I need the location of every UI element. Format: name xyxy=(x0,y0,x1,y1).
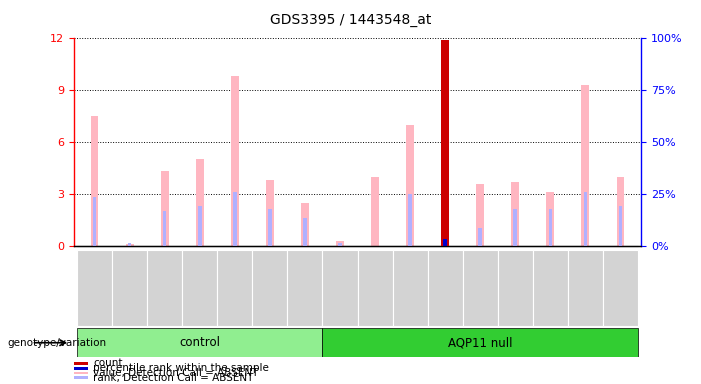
Text: GDS3395 / 1443548_at: GDS3395 / 1443548_at xyxy=(270,13,431,27)
Bar xyxy=(77,250,112,326)
Bar xyxy=(126,244,134,246)
Bar xyxy=(512,182,519,246)
Bar xyxy=(266,180,274,246)
Bar xyxy=(322,328,638,357)
Bar xyxy=(231,76,238,246)
Text: AQP11 null: AQP11 null xyxy=(448,336,512,349)
Bar xyxy=(603,250,638,326)
Bar xyxy=(463,250,498,326)
Bar xyxy=(549,210,552,246)
Bar xyxy=(478,228,482,246)
Bar xyxy=(582,85,590,246)
Bar xyxy=(77,328,322,357)
Bar xyxy=(182,250,217,326)
Bar xyxy=(514,210,517,246)
Bar xyxy=(619,206,622,246)
Bar xyxy=(336,240,344,246)
Bar xyxy=(217,250,252,326)
Bar xyxy=(147,250,182,326)
Bar xyxy=(112,250,147,326)
Bar xyxy=(93,197,97,246)
Bar xyxy=(407,125,414,246)
Bar xyxy=(477,184,484,246)
Text: genotype/variation: genotype/variation xyxy=(7,338,106,348)
Bar xyxy=(198,206,202,246)
Bar xyxy=(428,250,463,326)
Text: control: control xyxy=(179,336,220,349)
Bar xyxy=(444,239,447,246)
Bar xyxy=(322,250,358,326)
Bar xyxy=(442,40,449,246)
Text: count: count xyxy=(93,358,123,368)
Bar xyxy=(287,250,322,326)
Bar xyxy=(568,250,603,326)
Text: percentile rank within the sample: percentile rank within the sample xyxy=(93,363,269,373)
Bar xyxy=(163,211,167,246)
Bar xyxy=(74,362,88,365)
Bar xyxy=(252,250,287,326)
Bar xyxy=(74,376,88,379)
Bar xyxy=(74,367,88,369)
Bar xyxy=(91,116,98,246)
Bar xyxy=(547,192,554,246)
Text: value, Detection Call = ABSENT: value, Detection Call = ABSENT xyxy=(93,368,259,378)
Bar xyxy=(301,203,309,246)
Bar xyxy=(161,171,169,246)
Bar xyxy=(617,177,625,246)
Bar xyxy=(393,250,428,326)
Bar xyxy=(128,243,132,246)
Bar xyxy=(408,194,412,246)
Text: rank, Detection Call = ABSENT: rank, Detection Call = ABSENT xyxy=(93,373,254,383)
Bar xyxy=(74,372,88,374)
Bar xyxy=(498,250,533,326)
Bar xyxy=(584,192,587,246)
Bar xyxy=(268,210,272,246)
Bar xyxy=(442,40,449,246)
Bar xyxy=(233,192,237,246)
Bar xyxy=(339,243,342,246)
Bar xyxy=(533,250,568,326)
Bar xyxy=(304,218,307,246)
Bar xyxy=(358,250,393,326)
Bar xyxy=(196,159,204,246)
Bar xyxy=(372,177,379,246)
